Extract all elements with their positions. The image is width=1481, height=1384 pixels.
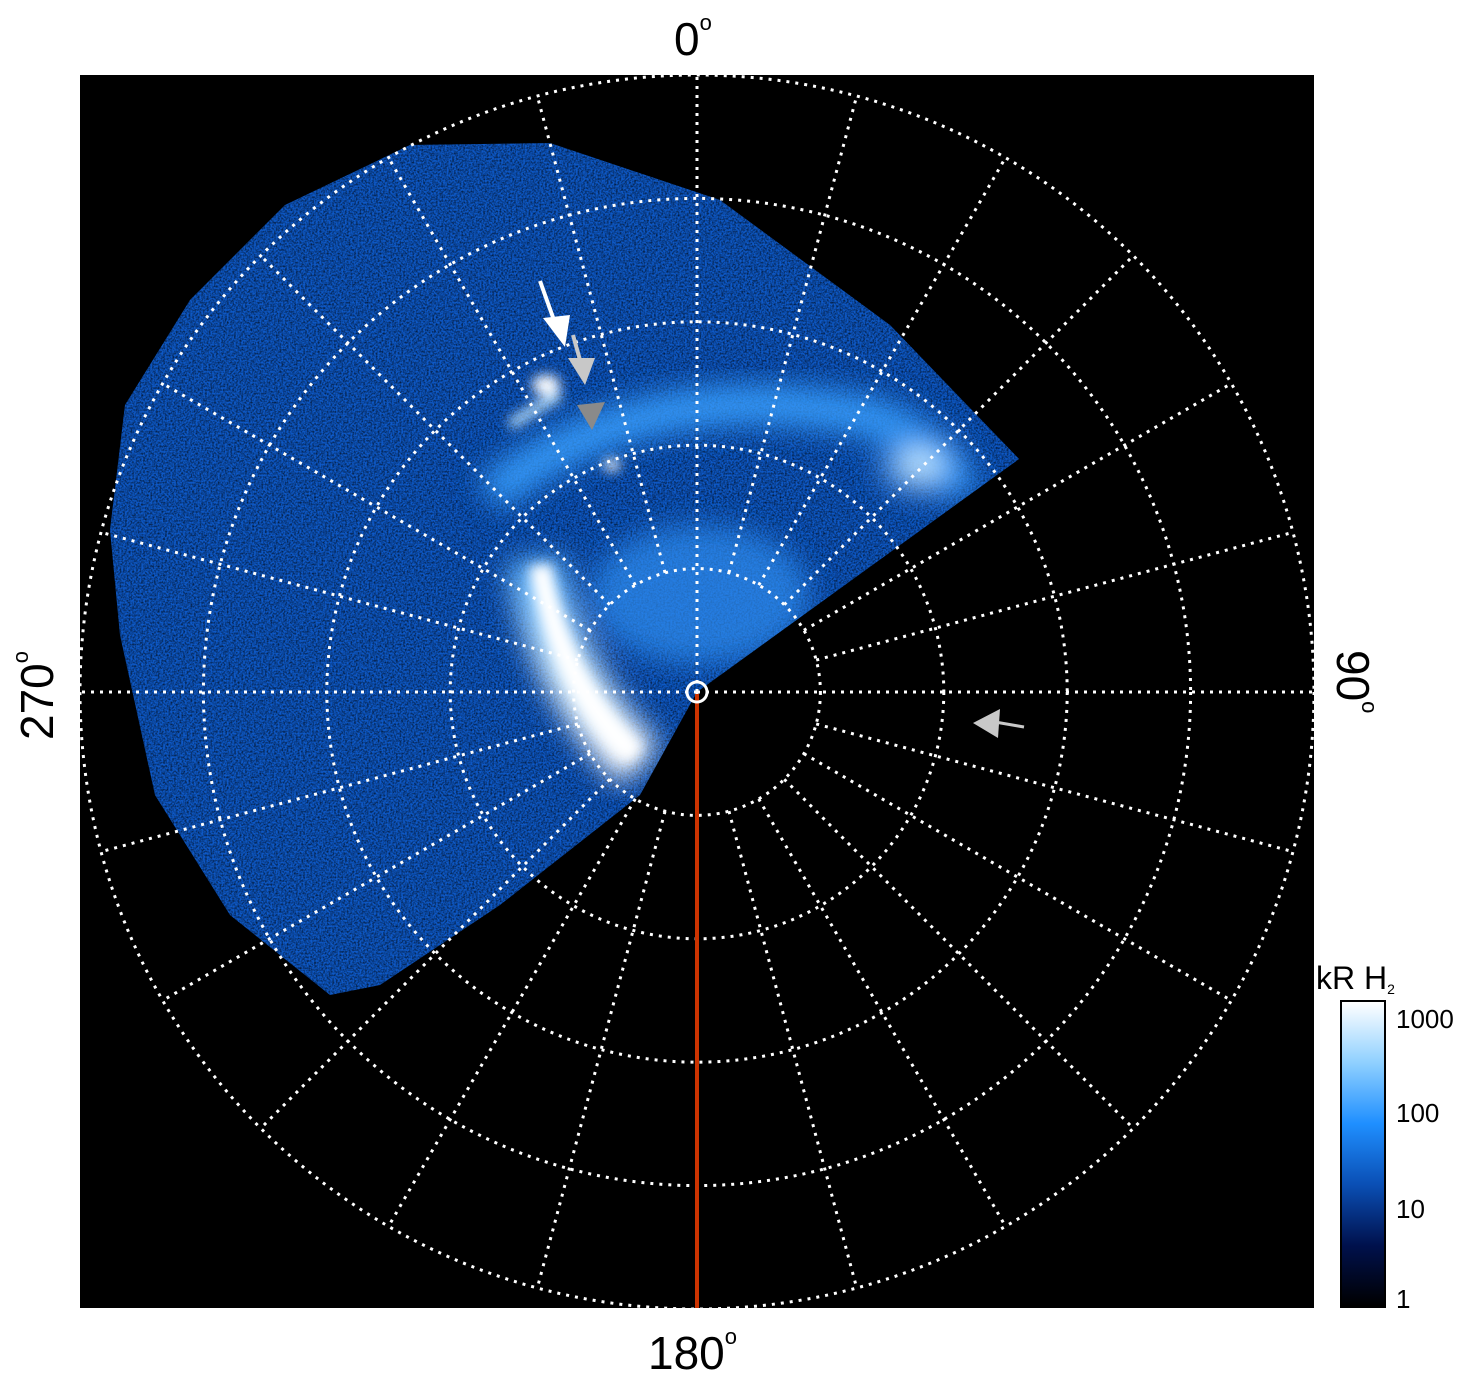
- colorbar-tick-label: 1: [1396, 1284, 1411, 1314]
- grid-meridian: [803, 752, 1233, 1002]
- colorbar-tick-label: 1000: [1396, 1004, 1454, 1034]
- angle-label-180: 180o: [648, 1324, 737, 1379]
- grid-meridian: [757, 798, 1007, 1228]
- grid-ring: [572, 567, 822, 817]
- colorbar-title: kR H2: [1316, 960, 1395, 997]
- grid-meridian: [535, 95, 667, 574]
- colorbar: [1340, 1000, 1386, 1308]
- grid-meridian: [535, 810, 667, 1289]
- grid-meridian: [757, 156, 1007, 586]
- angle-label-0: 0o: [674, 10, 712, 65]
- polar-auroral-image: [80, 75, 1314, 1308]
- grid-meridian: [259, 778, 611, 1130]
- colorbar-tick-label: 10: [1396, 1194, 1425, 1224]
- grid-meridian: [161, 382, 591, 632]
- grid-meridian: [727, 810, 859, 1289]
- angle-label-90: 90o: [1327, 650, 1382, 714]
- arrow-dark-gray: [577, 402, 605, 430]
- grid-meridian: [259, 254, 611, 606]
- pole-marker: [685, 680, 709, 704]
- colorbar-tick-label: 100: [1396, 1098, 1440, 1128]
- grid-meridian: [161, 752, 591, 1002]
- grid-meridian: [815, 530, 1294, 662]
- arrow-light-gray-1: [568, 334, 595, 385]
- angle-label-270: 270o: [8, 651, 63, 740]
- grid-meridian: [100, 722, 579, 854]
- grid-meridian: [387, 156, 637, 586]
- arrow-light-gray-2: [973, 709, 1025, 738]
- polar-projection-svg: [80, 75, 1314, 1308]
- grid-meridian: [727, 95, 859, 574]
- grid-meridian: [100, 530, 579, 662]
- grid-meridian: [783, 778, 1135, 1130]
- grid-meridian: [387, 798, 637, 1228]
- grid-meridian: [783, 254, 1135, 606]
- grid-meridian: [803, 382, 1233, 632]
- arrow-white: [538, 280, 570, 347]
- grid-meridian: [815, 722, 1294, 854]
